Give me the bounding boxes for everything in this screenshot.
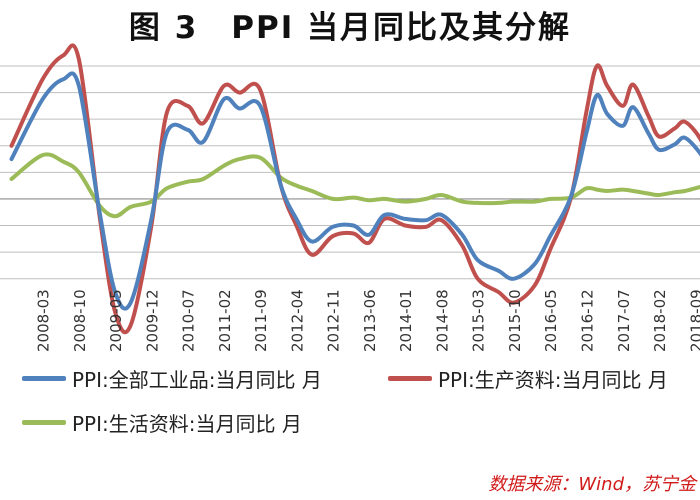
legend-label: PPI:生产资料:当月同比 月 — [438, 368, 668, 392]
series-line-all-industrial — [9, 71, 700, 311]
x-tick-label: 2014-08 — [434, 289, 452, 352]
x-tick-label: 2016-12 — [579, 289, 597, 352]
x-tick-label: 2008-10 — [71, 289, 89, 352]
x-tick-label: 2015-10 — [506, 289, 524, 352]
legend-item-consumer-goods[interactable]: PPI:生活资料:当月同比 月 — [22, 408, 302, 437]
x-tick-label: 2008-03 — [35, 289, 53, 352]
data-source-note: 数据来源：Wind，苏宁金 — [488, 474, 696, 495]
x-tick-label: 2011-09 — [252, 289, 270, 352]
x-tick-label: 2018-09 — [687, 289, 700, 352]
x-tick-label: 2015-03 — [470, 289, 488, 352]
x-tick-label: 2014-01 — [397, 289, 415, 352]
x-tick-label: 2017-07 — [615, 289, 633, 352]
series-line-producer-goods — [9, 43, 700, 335]
legend-item-all-industrial[interactable]: PPI:全部工业品:当月同比 月 — [22, 364, 322, 393]
series-layer — [9, 43, 700, 335]
legend-label: PPI:全部工业品:当月同比 月 — [72, 368, 322, 392]
legend-swatch-blue — [22, 376, 66, 381]
x-tick-label: 2009-12 — [143, 289, 161, 352]
x-tick-label: 2018-02 — [651, 289, 669, 352]
x-tick-label: 2016-05 — [542, 289, 560, 352]
x-tick-label: 2012-11 — [325, 289, 343, 352]
legend-item-producer-goods[interactable]: PPI:生产资料:当月同比 月 — [388, 364, 668, 393]
legend-swatch-green — [22, 420, 66, 425]
x-tick-label: 2012-04 — [288, 289, 306, 352]
x-tick-label: 2013-06 — [361, 289, 379, 352]
legend-swatch-red — [388, 376, 432, 381]
x-tick-label: 2010-07 — [180, 289, 198, 352]
legend-label: PPI:生活资料:当月同比 月 — [72, 412, 302, 436]
chart-title: 图 3 PPI 当月同比及其分解 — [128, 10, 572, 46]
x-tick-label: 2009-05 — [107, 289, 125, 352]
x-tick-label: 2011-02 — [216, 289, 234, 352]
series-line-consumer-goods — [9, 152, 700, 219]
tick-labels: 2008-03 2008-10 2009-05 2009-12 2010-07 2011-… — [35, 289, 700, 352]
